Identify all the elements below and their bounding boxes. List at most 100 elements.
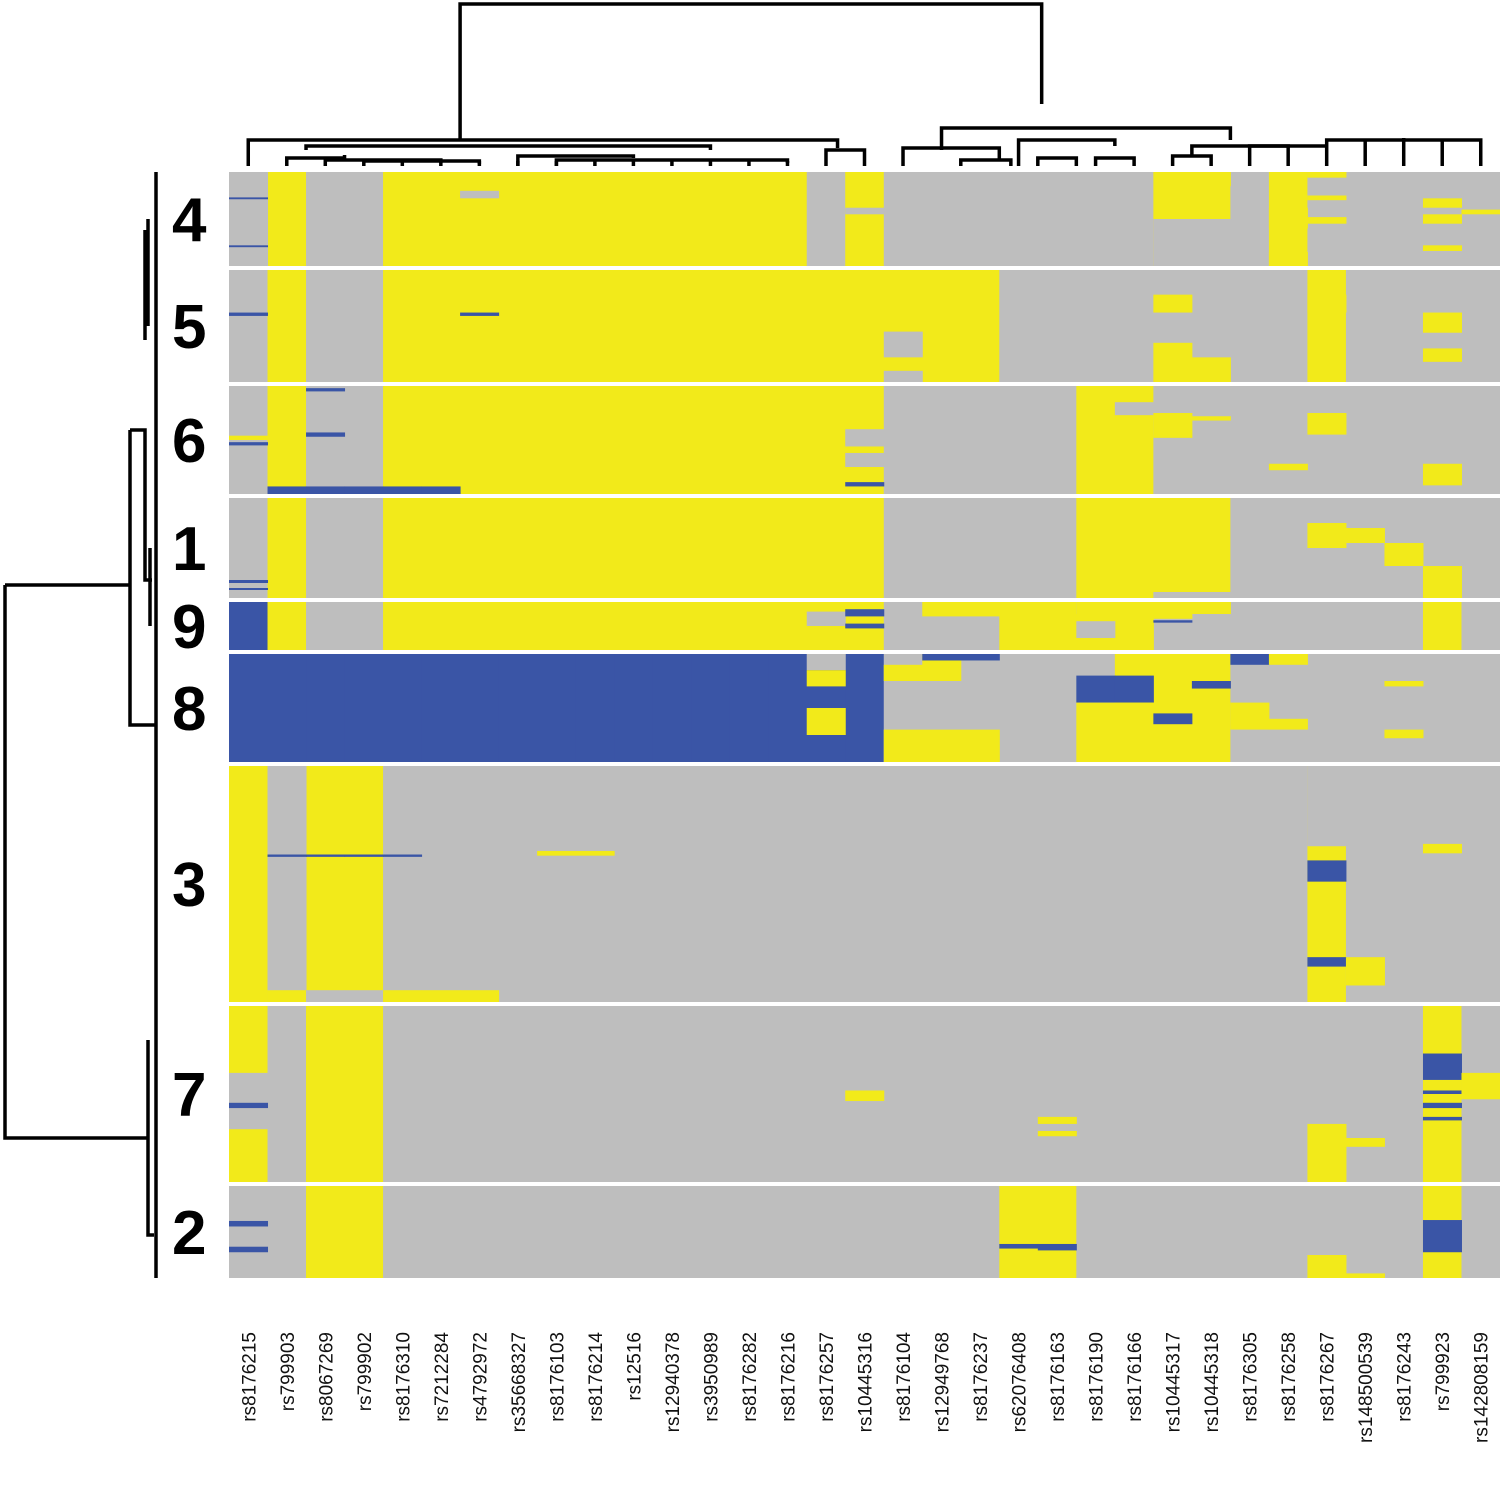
heatmap-cell-4-rs12516 — [614, 172, 654, 266]
cluster-separators — [229, 266, 1500, 1186]
heatmap-patch-15 — [229, 197, 269, 200]
heatmap-cell-4-rs8176190 — [1076, 172, 1116, 266]
heatmap-cell-6-rs8176104 — [883, 386, 923, 494]
heatmap-cell-3-rs8176104 — [883, 766, 923, 1002]
heatmap-cell-2-rs62076408 — [999, 1186, 1039, 1278]
heatmap-cell-6-rs12940378 — [652, 386, 692, 494]
column-label-rs148500539: rs148500539 — [1356, 1332, 1377, 1443]
heatmap-cell-7-rs12516 — [614, 1006, 654, 1182]
column-label-rs12516: rs12516 — [624, 1332, 645, 1401]
heatmap-cell-3-rs10445316 — [845, 766, 885, 1002]
column-label-rs62076408: rs62076408 — [1010, 1332, 1031, 1432]
dendro-branch — [285, 155, 347, 166]
heatmap-cell-5-rs8176103 — [537, 270, 577, 382]
heatmap-patch-29 — [267, 486, 307, 494]
heatmap-cell-7-rs8176163 — [1037, 1006, 1077, 1182]
column-label-rs10445316: rs10445316 — [856, 1332, 877, 1432]
heatmap-patch-17 — [229, 312, 269, 316]
heatmap-patch-54 — [845, 609, 885, 617]
heatmap-patch-107 — [229, 1102, 269, 1109]
heatmap-cell-8-rs4792972 — [460, 654, 500, 762]
heatmap-patch-98 — [383, 854, 423, 857]
dendro-branch — [1247, 144, 1290, 166]
heatmap-cell-9-rs8176243 — [1384, 602, 1424, 650]
heatmap-cell-6-rs799903 — [267, 386, 307, 494]
heatmap-cell-6-rs8176310 — [383, 386, 423, 494]
heatmap-patch-106 — [229, 1072, 269, 1130]
heatmap-cell-4-rs12949768 — [922, 172, 962, 266]
heatmap-cell-1-rs62076408 — [999, 498, 1039, 598]
heatmap-patch-61 — [1076, 621, 1116, 638]
dendro-branch — [1036, 156, 1079, 166]
heatmap-cell-8-rs10445318 — [1191, 654, 1231, 762]
heatmap-cell-9-rs3950989 — [691, 602, 731, 650]
heatmap-patch-68 — [883, 664, 923, 681]
heatmap-cell-1-rs799902 — [344, 498, 384, 598]
heatmap-patch-110 — [1422, 1102, 1462, 1109]
heatmap-cell-1-rs148500539 — [1345, 498, 1385, 598]
heatmap-cell-5-rs799903 — [267, 270, 307, 382]
heatmap-cell-4-rs10445316 — [845, 172, 885, 266]
heatmap-patch-104 — [1345, 957, 1385, 986]
heatmap-cell-2-rs799902 — [344, 1186, 384, 1278]
heatmap-cell-2-rs8176163 — [1037, 1186, 1077, 1278]
dendro-branch — [824, 148, 867, 166]
heatmap-cell-2-rs8176243 — [1384, 1186, 1424, 1278]
heatmap-patch-123 — [1307, 1255, 1347, 1278]
heatmap-cell-4-rs142808159 — [1461, 172, 1500, 266]
heatmap-patch-12 — [1422, 214, 1462, 224]
heatmap-patch-88 — [267, 766, 307, 856]
heatmap-patch-35 — [306, 432, 346, 437]
heatmap-cell-8-rs8176214 — [575, 654, 615, 762]
heatmap-cell-7-rs10445318 — [1191, 1006, 1231, 1182]
heatmap-cell-6-rs8067269 — [306, 386, 346, 494]
heatmap-cell-1-rs8176237 — [960, 498, 1000, 598]
heatmap-cell-5-rs8176305 — [1230, 270, 1270, 382]
heatmap-cell-2-rs142808159 — [1461, 1186, 1500, 1278]
heatmap-cell-3-rs3950989 — [691, 766, 731, 1002]
heatmap-cell-1-rs8176166 — [1114, 498, 1154, 598]
dendro-branch — [304, 144, 713, 150]
heatmap-patch-28 — [229, 442, 269, 446]
heatmap-cell-1-rs8176190 — [1076, 498, 1116, 598]
heatmap-patch-16 — [229, 245, 269, 248]
heatmap-patch-76 — [1114, 675, 1154, 703]
heatmap-cell-3-rs8176103 — [537, 766, 577, 1002]
column-label-rs8176257: rs8176257 — [817, 1332, 838, 1422]
heatmap-patch-21 — [1153, 342, 1193, 382]
heatmap-patch-1 — [460, 190, 500, 199]
heatmap-cell-6-rs8176243 — [1384, 386, 1424, 494]
heatmap-patch-46 — [229, 588, 269, 590]
column-label-rs8176305: rs8176305 — [1241, 1332, 1262, 1422]
heatmap-cell-7-rs8176258 — [1268, 1006, 1308, 1182]
heatmap-patch-120 — [999, 1243, 1039, 1249]
heatmap-cells — [229, 172, 1500, 1278]
heatmap-patch-60 — [1037, 614, 1077, 650]
column-labels: rs8176215 rs799903 rs8067269 rs799902 rs8176… — [239, 1332, 1492, 1443]
heatmap-cell-6-rs4792972 — [460, 386, 500, 494]
heatmap-cell-9-rs799923 — [1422, 602, 1462, 650]
heatmap-patch-94 — [460, 990, 500, 1002]
heatmap-cell-6-rs142808159 — [1461, 386, 1500, 494]
heatmap-cell-2-rs148500539 — [1345, 1186, 1385, 1278]
heatmap-cell-8-rs8176215 — [229, 654, 269, 762]
heatmap-cell-4-rs62076408 — [999, 172, 1039, 266]
heatmap-patch-40 — [1153, 413, 1193, 438]
heatmap-cell-4-rs8176216 — [768, 172, 808, 266]
heatmap-cell-2-rs8067269 — [306, 1186, 346, 1278]
heatmap-cell-9-rs799902 — [344, 602, 384, 650]
column-label-rs8176214: rs8176214 — [586, 1332, 607, 1422]
heatmap-cell-5-rs12949768 — [922, 270, 962, 382]
heatmap-cell-8-rs799903 — [267, 654, 307, 762]
heatmap-patch-93 — [421, 990, 461, 1002]
heatmap-cell-2-rs8176237 — [960, 1186, 1000, 1278]
column-label-rs799902: rs799902 — [355, 1332, 376, 1411]
heatmap-cell-3-rs8176258 — [1268, 766, 1308, 1002]
heatmap-patch-63 — [1191, 602, 1231, 614]
heatmap-cell-7-rs8176237 — [960, 1006, 1000, 1182]
heatmap-cell-7-rs8176104 — [883, 1006, 923, 1182]
heatmap-cell-7-rs8176103 — [537, 1006, 577, 1182]
cluster-separator — [229, 598, 1500, 602]
column-label-rs10445317: rs10445317 — [1164, 1332, 1185, 1432]
cluster-separator — [229, 382, 1500, 386]
